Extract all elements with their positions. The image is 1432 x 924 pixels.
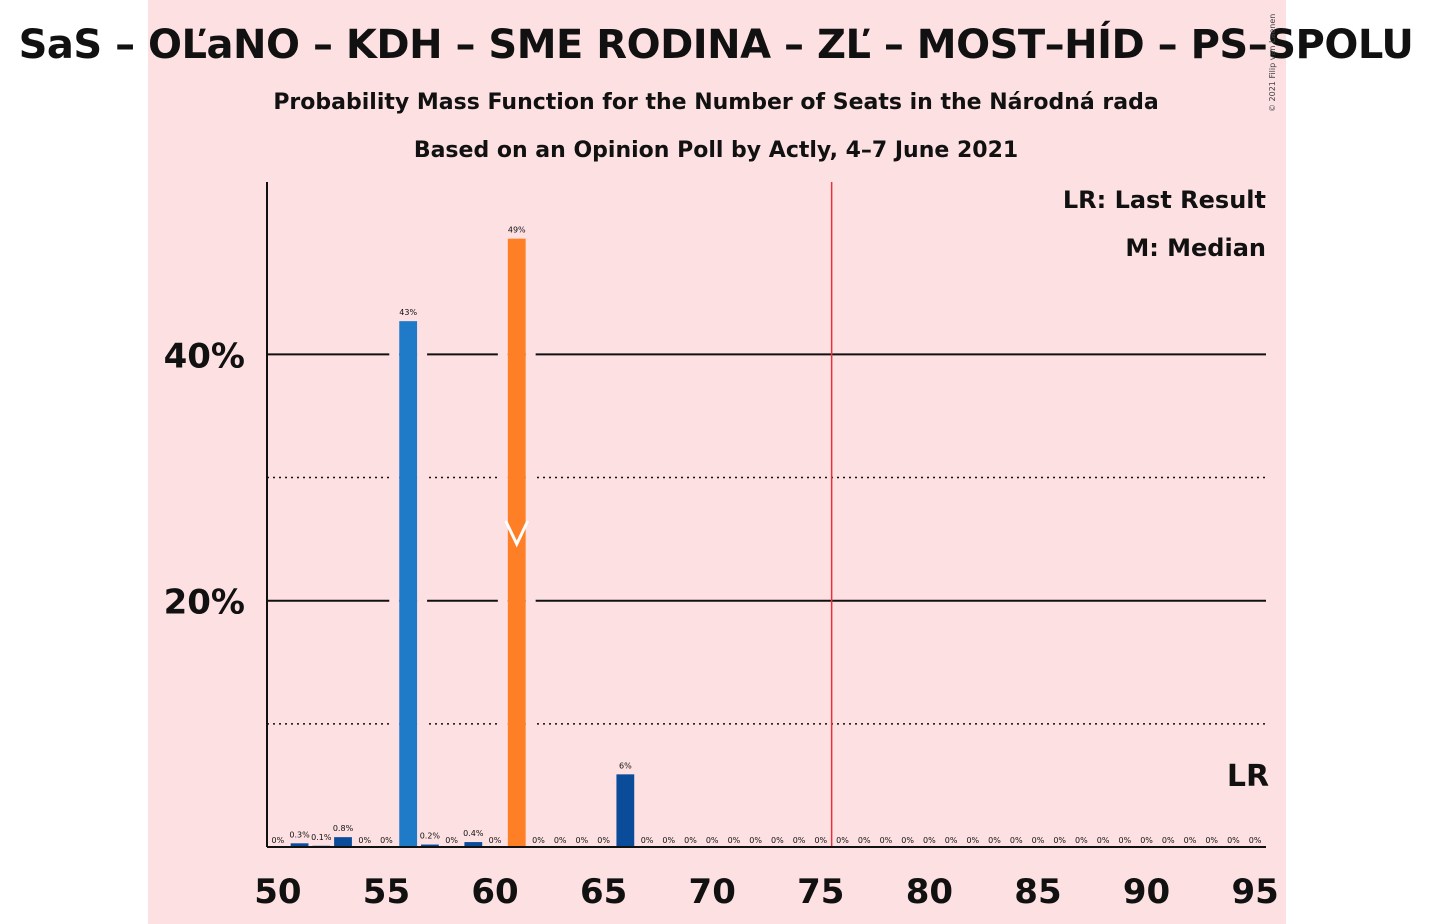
x-tick-label: 95 <box>1231 872 1278 912</box>
gridline-gap <box>417 352 428 357</box>
bar-value-label: 0% <box>641 836 654 845</box>
bar-value-label: 0% <box>380 836 393 845</box>
bar-value-label: 0% <box>554 836 567 845</box>
y-tick-label: 20% <box>164 583 245 623</box>
x-tick-label: 80 <box>906 872 953 912</box>
bar-value-label: 0% <box>1227 836 1240 845</box>
gridline-gap <box>525 352 536 357</box>
chart-title: SaS – OĽaNO – KDH – SME RODINA – ZĽ – MO… <box>18 22 1414 68</box>
bar-value-label: 6% <box>619 761 632 770</box>
gridline-gap <box>417 598 428 603</box>
bar-value-label: 0% <box>880 836 893 845</box>
bar-seats-57 <box>420 844 439 847</box>
bar-value-label: 0% <box>901 836 914 845</box>
plot-background <box>148 0 1286 924</box>
gridline-gap <box>525 598 536 603</box>
x-tick-label: 70 <box>689 872 736 912</box>
bar-value-label: 0.3% <box>289 830 310 839</box>
bar-value-label: 0% <box>923 836 936 845</box>
bar-value-label: 0% <box>728 836 741 845</box>
bar-value-label: 0% <box>1097 836 1110 845</box>
chart-subtitle: Probability Mass Function for the Number… <box>273 90 1159 115</box>
bar-value-label: 0% <box>1140 836 1153 845</box>
bar-value-label: 0% <box>814 836 827 845</box>
bar-value-label: 0% <box>966 836 979 845</box>
gridline-gap <box>389 475 400 480</box>
x-tick-label: 85 <box>1014 872 1061 912</box>
gridline-gap <box>525 721 536 726</box>
bar-value-label: 0% <box>749 836 762 845</box>
gridline-gap <box>497 352 508 357</box>
bar-value-label: 0% <box>1249 836 1262 845</box>
legend-median: M: Median <box>1125 234 1266 262</box>
bar-value-label: 0% <box>945 836 958 845</box>
bar-value-label: 0% <box>445 836 458 845</box>
x-tick-label: 90 <box>1123 872 1170 912</box>
bar-value-label: 0% <box>771 836 784 845</box>
bar-value-label: 0% <box>272 836 285 845</box>
legend-last-result: LR: Last Result <box>1062 186 1266 214</box>
gridline-gap <box>389 352 400 357</box>
x-tick-label: 60 <box>471 872 518 912</box>
bar-seats-53 <box>334 837 352 847</box>
last-result-label: LR <box>1227 759 1269 794</box>
bar-seats-51 <box>290 843 309 847</box>
bar-value-label: 0% <box>1162 836 1175 845</box>
bar-value-label: 0% <box>489 836 502 845</box>
x-tick-label: 65 <box>580 872 627 912</box>
median-marker <box>504 520 530 548</box>
bar-value-label: 0% <box>1205 836 1218 845</box>
bar-value-label: 0.2% <box>420 832 441 841</box>
bar-value-label: 0% <box>836 836 849 845</box>
bar-value-label: 0% <box>358 836 371 845</box>
bar-value-label: 0% <box>988 836 1001 845</box>
bar-value-label: 0% <box>1032 836 1045 845</box>
bar-value-label: 0% <box>684 836 697 845</box>
bar-value-label: 0% <box>706 836 719 845</box>
bar-value-label: 0.4% <box>463 829 484 838</box>
x-tick-label: 75 <box>797 872 844 912</box>
bar-value-label: 49% <box>508 226 526 235</box>
bar-value-label: 0% <box>662 836 675 845</box>
bar-value-label: 0% <box>858 836 871 845</box>
bar-value-label: 0% <box>1075 836 1088 845</box>
bar-value-label: 0% <box>532 836 545 845</box>
gridline-gap <box>497 475 508 480</box>
x-tick-label: 55 <box>363 872 410 912</box>
bar-seats-56 <box>399 321 418 847</box>
gridline-gap <box>417 721 428 726</box>
bar-value-label: 0.8% <box>333 824 354 833</box>
bar-value-label: 0% <box>576 836 589 845</box>
gridline-gap <box>417 475 428 480</box>
gridline-gap <box>525 475 536 480</box>
gridline-gap <box>497 721 508 726</box>
bar-seats-66 <box>616 774 635 847</box>
bar-value-label: 0.1% <box>311 833 332 842</box>
bar-value-label: 0% <box>1184 836 1197 845</box>
bar-value-label: 43% <box>399 308 417 317</box>
bar-value-label: 0% <box>793 836 806 845</box>
gridline-gap <box>389 721 400 726</box>
y-tick-label: 40% <box>164 336 245 376</box>
bar-value-label: 0% <box>1010 836 1023 845</box>
gridline-gap <box>389 598 400 603</box>
bar-value-label: 0% <box>1118 836 1131 845</box>
poll-note: Based on an Opinion Poll by Actly, 4–7 J… <box>413 138 1019 163</box>
x-tick-label: 50 <box>254 872 301 912</box>
bar-value-label: 0% <box>1053 836 1066 845</box>
bar-value-label: 0% <box>597 836 610 845</box>
gridline-gap <box>497 598 508 603</box>
bar-seats-59 <box>464 842 483 847</box>
